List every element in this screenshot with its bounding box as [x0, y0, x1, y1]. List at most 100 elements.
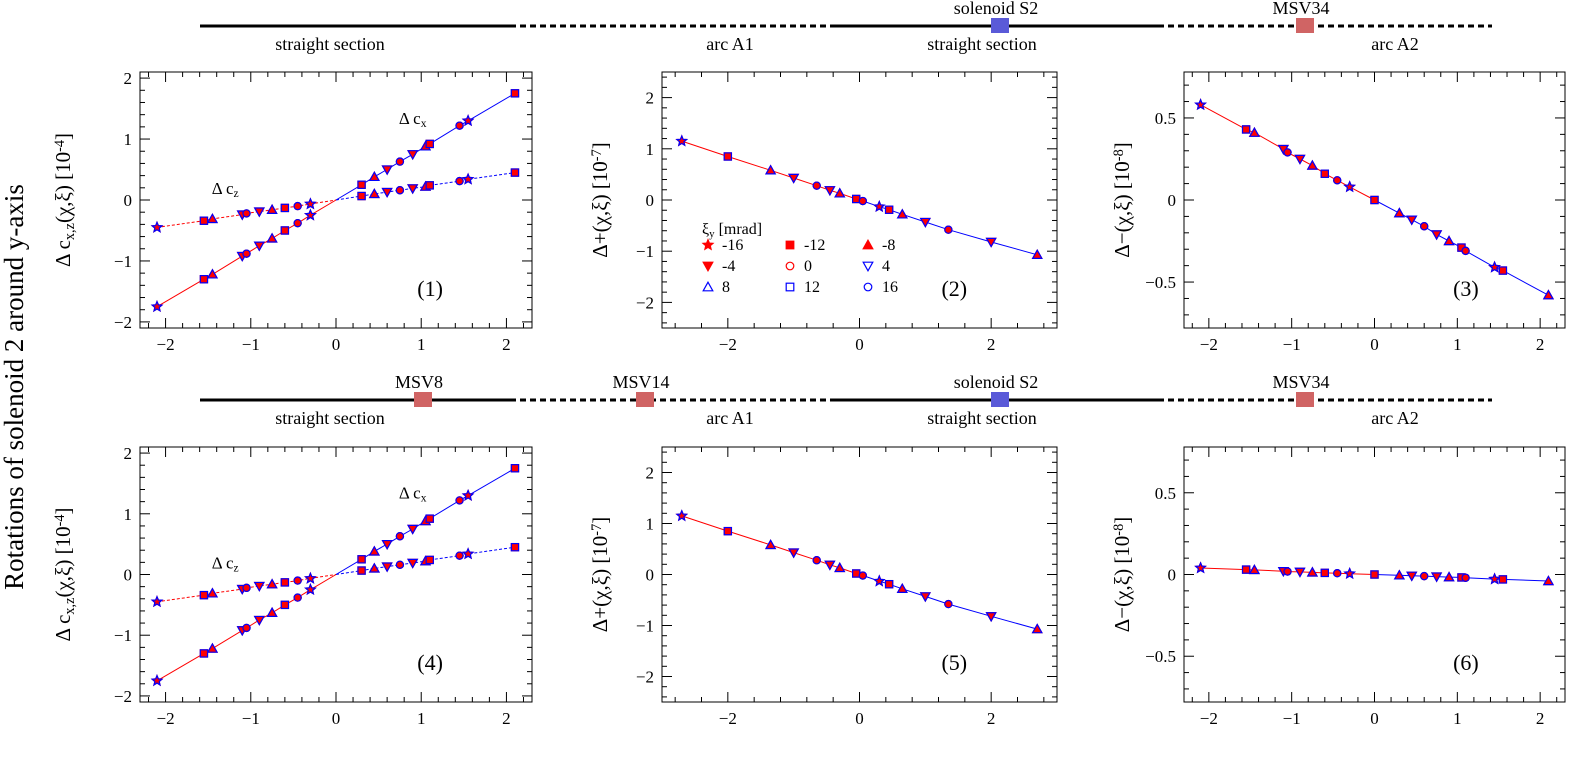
data-point [872, 200, 886, 213]
y-tick-label: 0 [124, 191, 133, 210]
data-point [919, 592, 931, 603]
y-tick-label: −2 [636, 293, 654, 312]
data-point [280, 203, 290, 213]
data-point [199, 649, 209, 658]
beamline-segment-label: straight section [275, 34, 384, 54]
data-point [1370, 195, 1379, 205]
data-point [1241, 125, 1251, 134]
beamline-element-label: solenoid S2 [954, 0, 1039, 18]
data-point [304, 583, 317, 596]
series-annotation: Δ cx [399, 109, 427, 130]
legend: ξy [mrad]-16 -12 -8 -4 0 4 8 12 16 [701, 221, 898, 296]
data-point [455, 176, 464, 186]
data-point [1542, 289, 1555, 300]
data-point [1393, 207, 1405, 218]
data-point [1248, 126, 1261, 137]
data-point [293, 576, 302, 585]
beamline-segment-label: arc A1 [706, 408, 753, 428]
series-annotation: Δ cx [399, 484, 427, 505]
data-point [1320, 169, 1330, 178]
y-tick-label: −2 [636, 668, 654, 687]
data-point [461, 114, 475, 127]
data-point [150, 674, 164, 687]
data-point [834, 562, 846, 573]
data-point [381, 539, 393, 550]
data-point [862, 238, 874, 250]
data-point [1370, 195, 1379, 205]
data-point [1294, 567, 1306, 578]
series-annotation: Δ cz [212, 553, 239, 574]
panel-5: −2 0 2 −2 −1 0 1 2 Δ+(χ,ξ) [10-7] (5) [588, 446, 1058, 728]
data-point [701, 238, 715, 251]
x-tick-label: −1 [1283, 709, 1301, 728]
legend-label: 8 [722, 279, 730, 296]
data-point [1194, 561, 1207, 574]
data-point [455, 496, 464, 505]
y-axis-label: Δ−(χ,ξ) [10-8] [1110, 517, 1134, 632]
data-point [1393, 569, 1405, 580]
data-point [1194, 98, 1207, 111]
y-axis-label: Δ cx,z(χ,ξ) [10-4] [51, 133, 78, 267]
data-point [150, 595, 164, 608]
panel-4: −2 −1 0 1 2 −2 −1 0 1 2 Δ cx,z(χ,ξ) [10-4] (4) Δ cx Δ… [51, 444, 533, 728]
data-point [1333, 176, 1342, 185]
beamline-diagrams: straight section arc A1 straight section ar… [200, 0, 1492, 428]
data-point [1498, 575, 1508, 584]
data-point [1498, 266, 1508, 275]
data-point [357, 180, 366, 189]
data-point [788, 548, 800, 559]
data-point [1406, 215, 1418, 226]
beamline-element-marker [414, 392, 432, 407]
y-axis-label: Δ+(χ,ξ) [10-7] [588, 517, 612, 632]
data-point [1406, 571, 1418, 582]
data-point [357, 555, 366, 564]
data-point [510, 464, 520, 473]
series-annotation: Δ cz [212, 179, 239, 200]
y-tick-label: 0.5 [1155, 109, 1176, 128]
data-point [675, 509, 689, 522]
y-tick-label: 0 [646, 191, 655, 210]
data-point [785, 261, 795, 271]
data-point [280, 578, 290, 587]
data-point [1333, 568, 1342, 578]
data-point [206, 642, 219, 653]
x-tick-label: −1 [1283, 335, 1301, 354]
beamline-segment-label: straight section [927, 34, 1036, 54]
x-tick-label: −2 [157, 709, 175, 728]
data-point [461, 547, 475, 560]
beamline-segment-label: straight section [275, 408, 384, 428]
x-tick-label: 2 [502, 709, 511, 728]
data-point [253, 581, 265, 592]
data-point [510, 89, 520, 98]
data-point [455, 121, 464, 130]
data-point [395, 532, 405, 541]
data-point [510, 542, 520, 552]
data-point [242, 209, 251, 218]
data-point [206, 268, 219, 279]
y-tick-label: 2 [124, 444, 133, 463]
data-point [395, 560, 405, 569]
panel-tag: (4) [417, 650, 443, 675]
data-point [461, 172, 475, 185]
beamline-segment-label: arc A2 [1371, 408, 1418, 428]
data-point [1294, 154, 1306, 165]
data-point [381, 187, 393, 198]
data-point [199, 649, 209, 658]
beamline-element-label: MSV14 [612, 372, 669, 392]
legend-label: -12 [804, 237, 825, 254]
legend-label: -8 [882, 237, 895, 254]
data-point [461, 488, 475, 501]
data-point [206, 268, 219, 279]
data-point [944, 599, 953, 609]
beamline-element-marker [991, 18, 1009, 33]
data-point [1370, 570, 1379, 579]
data-point [812, 181, 821, 190]
panel-tag: (1) [417, 276, 443, 301]
data-point [1306, 566, 1319, 577]
data-point [293, 593, 302, 602]
legend-label: 12 [804, 279, 820, 296]
data-point [785, 282, 795, 292]
data-point [834, 187, 846, 198]
data-point [510, 542, 520, 552]
data-point [357, 566, 366, 575]
